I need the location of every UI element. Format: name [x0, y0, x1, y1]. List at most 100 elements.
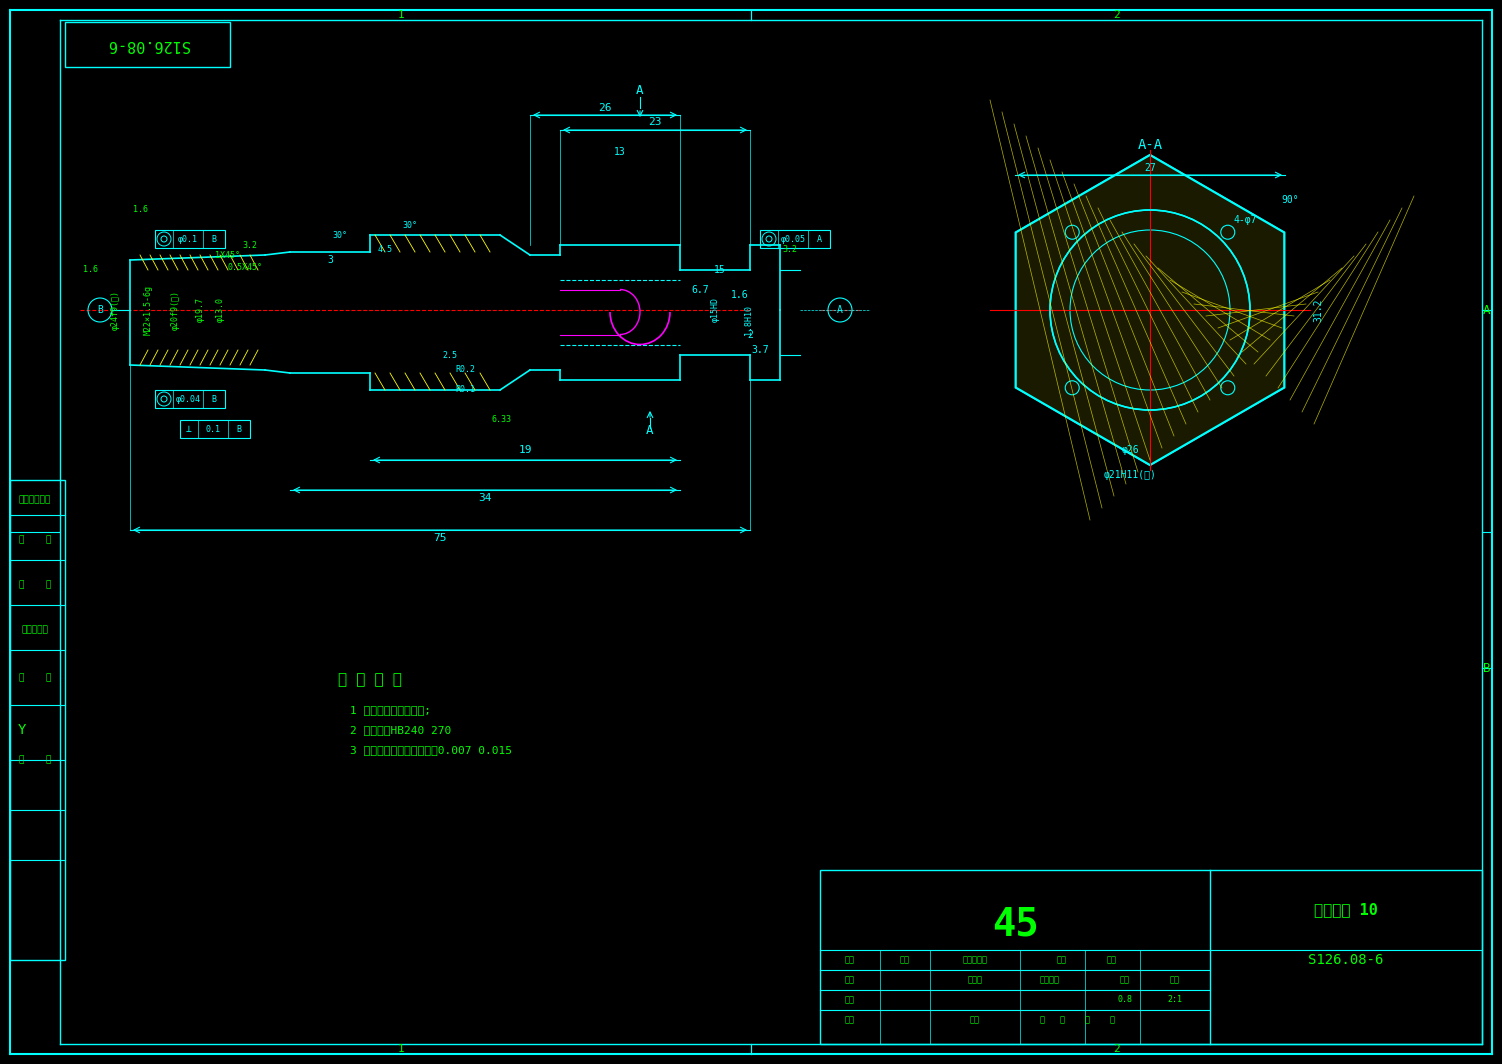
Text: B: B — [212, 234, 216, 244]
Text: 19: 19 — [518, 445, 532, 455]
Text: 签    字: 签 字 — [20, 674, 51, 682]
Text: 27: 27 — [1145, 163, 1157, 173]
Text: 1.6: 1.6 — [132, 205, 147, 215]
Text: 3 镀锌处理，镀锌层厚度为0.007 0.015: 3 镀锌处理，镀锌层厚度为0.007 0.015 — [350, 745, 512, 755]
Text: 6.33: 6.33 — [493, 416, 512, 425]
Text: A: A — [817, 234, 822, 244]
Text: 签字: 签字 — [1057, 955, 1066, 964]
Text: B: B — [236, 425, 242, 433]
Text: 0.1: 0.1 — [206, 425, 221, 433]
Text: 2: 2 — [1113, 10, 1120, 20]
Bar — [11, 480, 65, 960]
Text: φ15HD: φ15HD — [710, 298, 719, 322]
Text: 更改文件号: 更改文件号 — [963, 955, 987, 964]
Text: ⊥: ⊥ — [186, 423, 192, 434]
Text: 26: 26 — [598, 103, 611, 113]
Text: 2: 2 — [746, 330, 753, 340]
Text: φ24f9(㎝): φ24f9(㎝) — [111, 290, 120, 330]
Text: 标记: 标记 — [846, 955, 855, 964]
Text: 3.2: 3.2 — [783, 246, 798, 254]
Text: φ26: φ26 — [1120, 445, 1139, 455]
Text: 标准化: 标准化 — [967, 976, 982, 984]
Text: 处数: 处数 — [900, 955, 910, 964]
Text: 设计: 设计 — [846, 976, 855, 984]
Text: φ20f9(㎝): φ20f9(㎝) — [171, 290, 180, 330]
Bar — [760, 230, 831, 248]
Text: 1: 1 — [398, 10, 404, 20]
Text: R0.1: R0.1 — [455, 385, 475, 395]
Text: 重量: 重量 — [1120, 976, 1130, 984]
Text: φ19.7: φ19.7 — [195, 298, 204, 322]
Text: φ0.05: φ0.05 — [781, 234, 805, 244]
Text: 1.8H10: 1.8H10 — [743, 305, 753, 335]
Text: B: B — [1484, 662, 1491, 675]
Text: 6.7: 6.7 — [691, 285, 709, 295]
Bar — [820, 870, 1482, 1044]
Bar — [180, 420, 249, 438]
Text: S126.08-6: S126.08-6 — [107, 36, 189, 51]
Text: 1X45°: 1X45° — [215, 250, 240, 260]
Text: 工艺: 工艺 — [846, 1015, 855, 1025]
Text: 30°: 30° — [403, 220, 418, 230]
Text: 3.7: 3.7 — [751, 345, 769, 355]
Text: 页: 页 — [1059, 1015, 1065, 1025]
Text: 0.5X45°: 0.5X45° — [227, 264, 263, 272]
Bar — [65, 22, 230, 67]
Text: Y: Y — [18, 724, 26, 737]
Text: 1 祛除毛刺，尖棱倒钝;: 1 祛除毛刺，尖棱倒钝; — [350, 705, 431, 715]
Text: M22×1.5-6g: M22×1.5-6g — [144, 285, 153, 335]
Text: 75: 75 — [433, 533, 446, 543]
Text: R0.2: R0.2 — [455, 366, 475, 375]
Text: 日期: 日期 — [1107, 955, 1117, 964]
Text: 技 术 要 求: 技 术 要 求 — [338, 672, 403, 687]
Text: 螺纹接头 10: 螺纹接头 10 — [1314, 902, 1377, 917]
Text: 34: 34 — [478, 493, 491, 503]
Text: φ21H11(㎝): φ21H11(㎝) — [1104, 470, 1157, 480]
Text: A: A — [1484, 303, 1491, 316]
Text: 2.5: 2.5 — [443, 350, 458, 360]
Text: 90°: 90° — [1281, 195, 1299, 205]
Text: 4.5: 4.5 — [377, 246, 392, 254]
Text: A: A — [637, 83, 644, 97]
Text: A: A — [837, 305, 843, 315]
Text: 15: 15 — [713, 265, 725, 275]
Text: 普通用件登记: 普通用件登记 — [20, 496, 51, 504]
Text: 45: 45 — [991, 907, 1038, 944]
Text: 2 调质处理HB240 270: 2 调质处理HB240 270 — [350, 725, 451, 735]
Bar — [155, 390, 225, 408]
Text: 3.2: 3.2 — [242, 240, 257, 249]
Text: 30°: 30° — [332, 231, 347, 239]
Text: 1.6: 1.6 — [83, 266, 98, 275]
Text: φ0.04: φ0.04 — [176, 395, 200, 403]
Text: 图样标记: 图样标记 — [1039, 976, 1060, 984]
Bar — [155, 230, 225, 248]
Text: 2:1: 2:1 — [1167, 996, 1182, 1004]
Polygon shape — [1015, 155, 1284, 465]
Text: 13: 13 — [614, 147, 626, 157]
Text: 旧底图总号: 旧底图总号 — [21, 626, 48, 634]
Text: 0.8: 0.8 — [1117, 996, 1133, 1004]
Text: 31.2: 31.2 — [1313, 298, 1323, 321]
Text: φ13.0: φ13.0 — [215, 298, 224, 322]
Text: A-A: A-A — [1137, 138, 1163, 152]
Text: 校    描: 校 描 — [20, 581, 51, 589]
Text: 3: 3 — [327, 255, 333, 265]
Text: 1.6: 1.6 — [731, 290, 749, 300]
Text: φ0.1: φ0.1 — [179, 234, 198, 244]
Text: B: B — [98, 305, 104, 315]
Text: 比例: 比例 — [1170, 976, 1181, 984]
Text: 1: 1 — [398, 1044, 404, 1054]
Text: 共: 共 — [1039, 1015, 1044, 1025]
Text: 第: 第 — [1084, 1015, 1089, 1025]
Text: A: A — [646, 423, 653, 436]
Text: S126.08-6: S126.08-6 — [1308, 953, 1383, 967]
Text: B: B — [212, 395, 216, 403]
Text: 日期: 日期 — [970, 1015, 979, 1025]
Text: 审核: 审核 — [846, 996, 855, 1004]
Text: 日    期: 日 期 — [20, 755, 51, 765]
Text: 描    图: 描 图 — [20, 535, 51, 545]
Text: 4-φ7: 4-φ7 — [1233, 215, 1257, 225]
Text: 2: 2 — [1113, 1044, 1120, 1054]
Text: 页: 页 — [1110, 1015, 1114, 1025]
Text: 23: 23 — [649, 117, 662, 127]
